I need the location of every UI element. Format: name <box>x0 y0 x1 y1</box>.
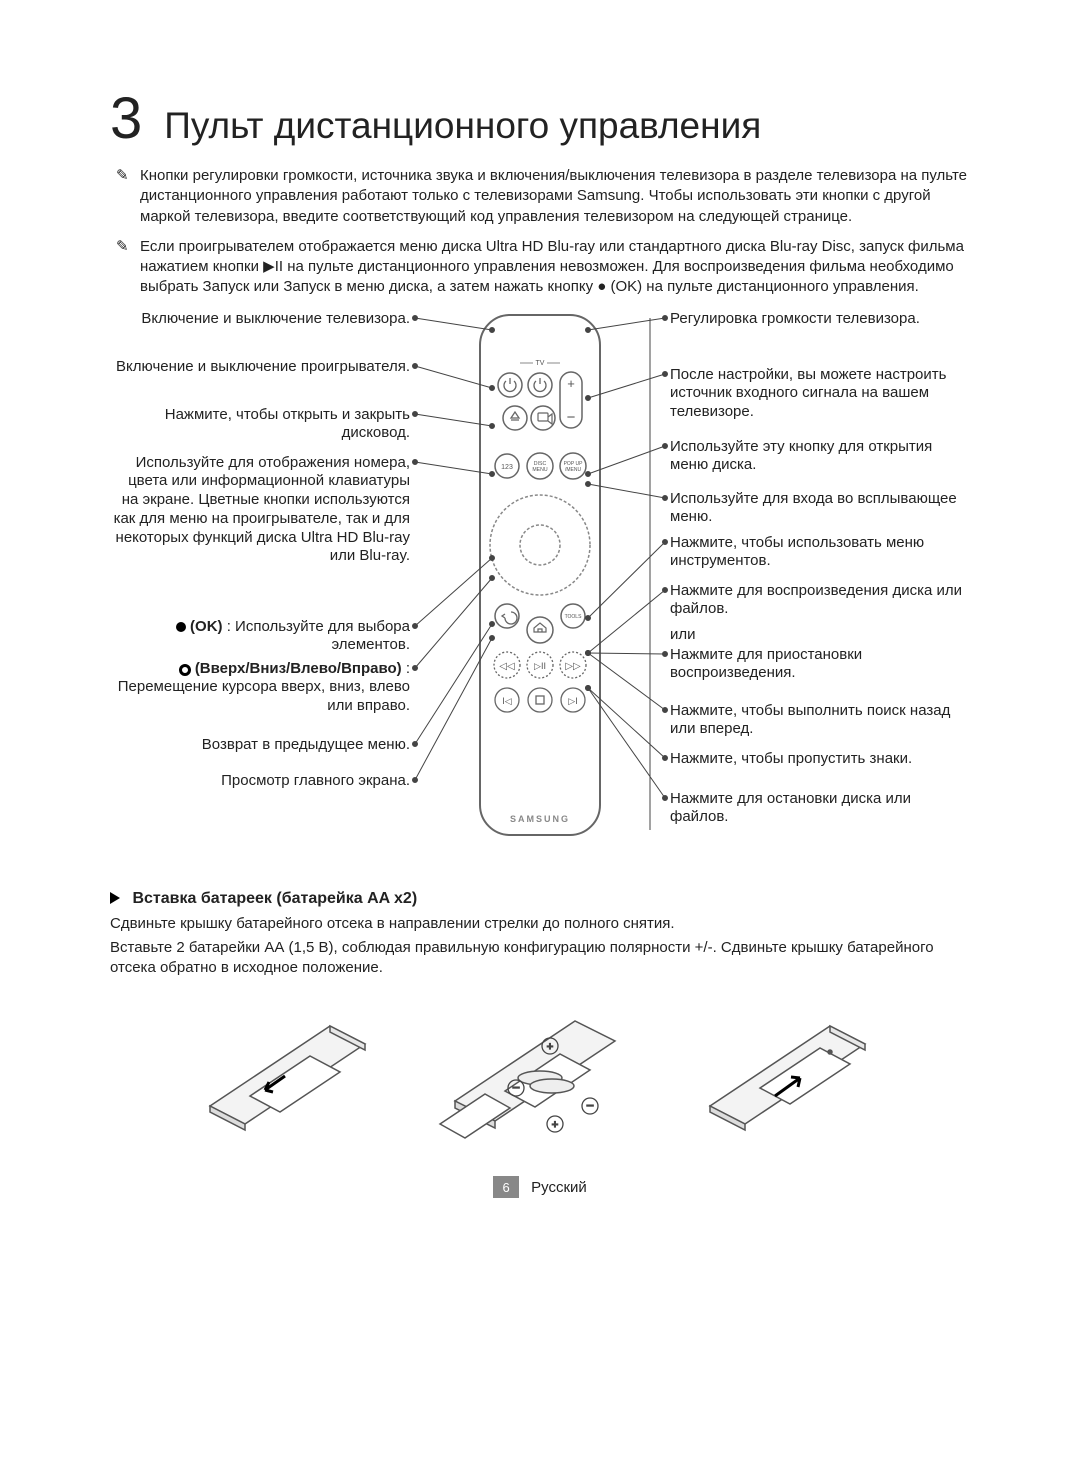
note-text: Если проигрывателем отображается меню ди… <box>140 237 970 298</box>
note-2: ✎ Если проигрывателем отображается меню … <box>110 237 970 298</box>
tv-label: TV <box>536 360 545 367</box>
svg-text:TOOLS: TOOLS <box>565 614 583 620</box>
svg-text:/MENU: /MENU <box>565 467 582 473</box>
callout-right: Нажмите, чтобы пропустить знаки. <box>670 750 970 769</box>
remote-illustration: TV + − 123 DISC MENU POP UP <box>475 310 605 850</box>
battery-p2: Вставьте 2 батарейки АА (1,5 В), соблюда… <box>110 938 970 979</box>
remote-diagram: TV + − 123 DISC MENU POP UP <box>110 310 970 870</box>
callout-left: (Вверх/Вниз/Влево/Вправо) : Перемещение … <box>110 660 410 716</box>
note-icon: ✎ <box>116 237 132 298</box>
callout-left: (OK) : Используйте для выбора элементов. <box>110 618 410 656</box>
svg-text:MENU: MENU <box>532 467 548 473</box>
svg-text:+: + <box>567 376 575 391</box>
ok-dot-icon <box>176 622 186 632</box>
callout-right: Используйте для входа во всплывающее мен… <box>670 490 970 528</box>
chapter-number: 3 <box>110 90 142 148</box>
svg-text:▷I: ▷I <box>568 696 577 706</box>
battery-p1: Сдвиньте крышку батарейного отсека в нап… <box>110 914 970 934</box>
note-icon: ✎ <box>116 166 132 227</box>
callout-right: После настройки, вы можете настроить ист… <box>670 366 970 422</box>
svg-text:▷II: ▷II <box>534 661 546 671</box>
callout-left: Включение и выключение проигрывателя. <box>110 358 410 377</box>
svg-text:123: 123 <box>501 464 513 471</box>
svg-text:SAMSUNG: SAMSUNG <box>510 814 570 824</box>
triangle-icon <box>110 892 120 904</box>
callout-right: или <box>670 626 970 645</box>
callout-right: Нажмите для остановки диска или файлов. <box>670 790 970 828</box>
callout-right: Регулировка громкости телевизора. <box>670 310 970 329</box>
battery-heading: Вставка батареек (батарейка AA x2) <box>110 890 970 908</box>
callout-left: Просмотр главного экрана. <box>110 772 410 791</box>
callout-right: Нажмите, чтобы использовать меню инструм… <box>670 534 970 572</box>
battery-heading-text: Вставка батареек (батарейка AA x2) <box>132 890 417 907</box>
svg-text:+: + <box>552 1119 558 1131</box>
callout-right: Нажмите для приостановки воспроизведения… <box>670 646 970 684</box>
svg-text:I◁: I◁ <box>502 696 512 706</box>
callout-left: Возврат в предыдущее меню. <box>110 736 410 755</box>
battery-fig-2: + − − + <box>430 996 650 1146</box>
callout-left: Нажмите, чтобы открыть и закрыть дисково… <box>110 406 410 444</box>
svg-text:−: − <box>567 409 576 426</box>
page-number: 6 <box>493 1176 519 1198</box>
callout-left: Включение и выключение телевизора. <box>110 310 410 329</box>
page-footer: 6 Русский <box>110 1176 970 1198</box>
note-text: Кнопки регулировки громкости, источника … <box>140 166 970 227</box>
battery-figures: + − − + <box>110 996 970 1146</box>
note-1: ✎ Кнопки регулировки громкости, источник… <box>110 166 970 227</box>
svg-text:+: + <box>547 1041 553 1053</box>
chapter-title: Пульт дистанционного управления <box>164 107 761 144</box>
footer-lang: Русский <box>531 1179 587 1196</box>
callout-right: Нажмите для воспроизведения диска или фа… <box>670 582 970 620</box>
chapter-heading: 3 Пульт дистанционного управления <box>110 90 970 148</box>
battery-fig-3 <box>690 996 890 1136</box>
callout-left: Используйте для отображения номера, цвет… <box>110 454 410 567</box>
battery-fig-1 <box>190 996 390 1136</box>
svg-text:◁◁: ◁◁ <box>499 661 515 672</box>
svg-text:−: − <box>586 1098 594 1113</box>
svg-text:▷▷: ▷▷ <box>565 661 581 672</box>
callout-right: Нажмите, чтобы выполнить поиск назад или… <box>670 702 970 740</box>
svg-text:−: − <box>512 1080 520 1095</box>
nav-ring-icon <box>179 664 191 676</box>
callout-right: Используйте эту кнопку для открытия меню… <box>670 438 970 476</box>
